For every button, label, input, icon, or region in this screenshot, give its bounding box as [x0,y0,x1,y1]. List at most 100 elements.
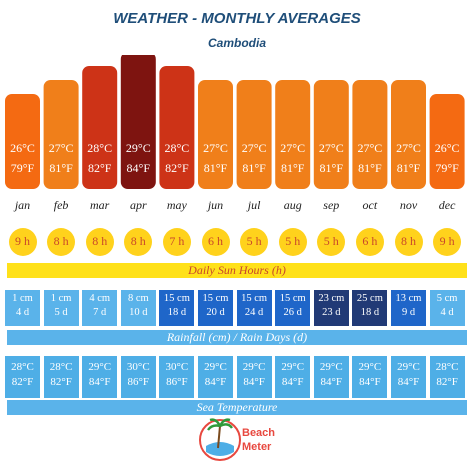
beach-meter-logo: Beach Meter [199,418,275,461]
air-temp-f-label-oct: 81°F [358,161,382,175]
logo-text-meter: Meter [242,441,272,453]
sea-temp-f: 84°F [281,376,304,388]
sun-hours-circle-feb: 8 h [47,228,76,256]
month-label-feb: feb [53,198,69,212]
sun-hours-circle-apr: 8 h [124,228,153,256]
sea-temp-cell-jun: 29°C 84°F [198,356,233,398]
air-temp-c-label-oct: 27°C [357,141,382,155]
rainfall-value: 5 cm [436,293,458,304]
air-temp-bar-jun [198,80,233,189]
sun-hours-circle-nov: 8 h [394,228,423,256]
rainfall-cell-may: 15 cm 18 d [159,290,195,326]
sea-temp-c: 30°C [126,361,150,373]
sea-temperature-row: 28°C 82°F 28°C 82°F 29°C 84°F 30°C 86°F 30°C 86°F… [0,356,474,398]
air-temp-bar-oct [352,80,388,189]
sun-hours-circle-jan: 9 h [8,228,37,256]
air-temp-c-label-may: 28°C [164,141,189,155]
rain-days-value: 18 d [360,307,380,318]
month-label-dec: dec [438,198,456,212]
rainfall-value: 1 cm [12,293,33,304]
air-temp-bar-may [159,66,195,189]
sea-temp-cell-mar: 29°C 84°F [82,356,118,398]
chart-title: WEATHER - MONTHLY AVERAGES [113,10,361,27]
sea-temp-c: 29°C [88,361,112,373]
sea-temp-c: 29°C [358,361,382,373]
sea-temp-c: 28°C [11,361,34,373]
air-temperature-chart: 26°C 79°F 27°C 81°F 28°C 82°F 29°C 84°F 28°C 82°F… [5,55,465,189]
sea-temp-cell-jan: 28°C 82°F [5,356,40,398]
rain-days-value: 23 d [322,307,341,318]
air-temp-c-label-apr: 29°C [126,141,151,155]
air-temp-c-label-jan: 26°C [10,141,35,155]
month-label-aug: aug [283,198,302,212]
air-temp-bar-jul [236,80,272,189]
sea-temp-f: 84°F [88,376,111,388]
sun-hours-band: Daily Sun Hours (h) [7,263,467,278]
chart-subtitle: Cambodia [207,36,266,50]
air-temp-c-label-mar: 28°C [87,141,112,155]
sea-temp-f: 82°F [436,376,458,388]
sea-temp-c: 29°C [242,361,266,373]
sea-temp-f: 86°F [166,376,188,388]
air-temp-f-label-feb: 81°F [49,161,73,175]
month-label-nov: nov [399,198,418,212]
air-temp-f-label-mar: 82°F [88,161,112,175]
sea-temp-f: 84°F [204,376,227,388]
month-label-jun: jun [207,198,224,212]
rainfall-value: 15 cm [241,293,268,304]
sea-temp-c: 28°C [49,361,73,373]
air-temp-c-label-sep: 27°C [319,141,344,155]
sea-temp-cell-jul: 29°C 84°F [236,356,272,398]
rain-days-value: 18 d [167,307,187,318]
sea-temp-f: 84°F [359,376,381,388]
rainfall-cell-dec: 5 cm 4 d [429,290,465,326]
sea-temperature-band: Sea Temperature [7,400,467,415]
air-temp-c-label-jul: 27°C [242,141,267,155]
air-temp-f-label-jan: 79°F [11,161,35,175]
rain-days-value: 10 d [129,307,148,318]
month-label-jul: jul [247,198,261,212]
rainfall-cell-jan: 1 cm 4 d [5,290,40,326]
rainfall-cell-jul: 15 cm 24 d [236,290,272,326]
air-temp-f-label-nov: 81°F [397,161,421,175]
rainfall-value: 15 cm [202,293,229,304]
air-temp-c-label-aug: 27°C [280,141,305,155]
sun-hours-circle-may: 7 h [162,228,191,256]
air-temp-f-label-aug: 81°F [281,161,305,175]
air-temp-bar-aug [275,80,311,189]
sun-hours-circle-dec: 9 h [433,228,462,256]
rainfall-cell-sep: 23 cm 23 d [313,290,349,326]
rainfall-cell-mar: 4 cm 7 d [82,290,118,326]
sun-hours-circle-jul: 5 h [240,228,269,256]
air-temp-bar-mar [82,66,118,189]
rainfall-value: 1 cm [50,293,72,304]
rain-days-value: 7 d [93,307,107,318]
sea-temp-c: 29°C [397,361,420,373]
sun-hours-circle-aug: 5 h [278,228,307,256]
air-temp-f-label-may: 82°F [165,161,189,175]
sea-temp-f: 82°F [50,376,72,388]
air-temp-f-label-sep: 81°F [320,161,344,175]
month-label-apr: apr [129,198,147,212]
sea-temp-c: 29°C [281,361,305,373]
rainfall-band: Rainfall (cm) / Rain Days (d) [7,330,467,345]
air-temp-bar-feb [43,80,79,189]
air-temp-c-label-nov: 27°C [396,141,421,155]
rain-days-value: 20 d [206,307,225,318]
air-temp-bar-apr [120,55,156,189]
air-temp-f-label-dec: 79°F [435,161,459,175]
air-temp-c-label-feb: 27°C [49,141,74,155]
sun-hours-circle-jun: 6 h [201,228,230,256]
sea-temp-f: 82°F [11,376,34,388]
sea-temp-cell-sep: 29°C 84°F [313,356,349,398]
rainfall-value: 15 cm [279,293,306,304]
air-temp-bar-dec [429,94,465,189]
rain-days-value: 4 d [15,307,30,318]
sea-temp-cell-oct: 29°C 84°F [352,356,388,398]
sea-temp-c: 30°C [165,361,189,373]
rainfall-value: 4 cm [89,293,111,304]
sea-temp-cell-may: 30°C 86°F [159,356,195,398]
rainfall-cell-feb: 1 cm 5 d [43,290,79,326]
rainfall-cell-nov: 13 cm 9 d [391,290,426,326]
